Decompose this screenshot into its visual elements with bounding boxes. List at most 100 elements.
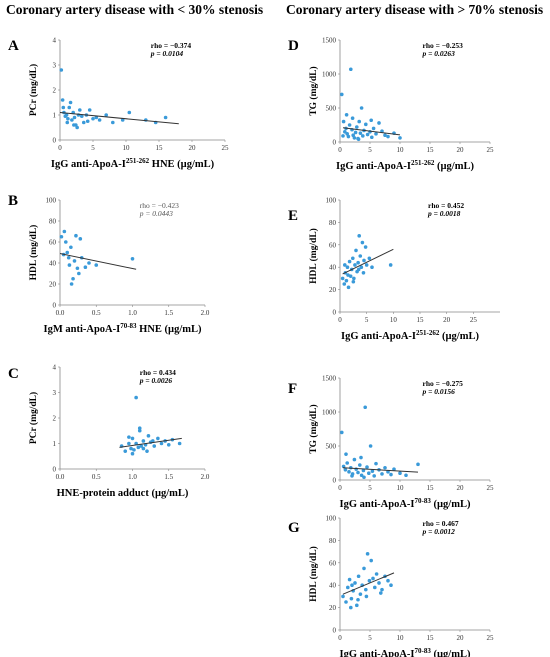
panel-b-x-tick-label: 0.0 bbox=[56, 309, 65, 317]
panel-d-trend-line bbox=[342, 127, 401, 136]
panel-a-y-tick-label: 4 bbox=[53, 37, 57, 45]
panel-b-point bbox=[87, 261, 91, 265]
panel-f-point bbox=[374, 461, 378, 466]
panel-f-point bbox=[341, 464, 346, 469]
panel-g-y-tick-label: 60 bbox=[329, 559, 337, 567]
panel-a-point bbox=[66, 116, 70, 121]
panel-a-x-tick-label: 0 bbox=[58, 144, 62, 152]
panel-b-point bbox=[94, 263, 99, 267]
panel-e-point bbox=[356, 267, 361, 272]
panel-c-point bbox=[127, 441, 131, 446]
panel-a-x-tick-label: 5 bbox=[91, 144, 95, 152]
panel-f-y-label: TG (mg/dL) bbox=[308, 404, 319, 453]
panel-g-y-label: HDL (mg/dL) bbox=[308, 546, 319, 602]
panel-f-letter: F bbox=[288, 381, 297, 397]
panel-b-point bbox=[59, 234, 64, 239]
panel-c-point bbox=[129, 446, 133, 451]
panel-g-point bbox=[349, 596, 354, 601]
panel-d-point bbox=[398, 136, 402, 140]
panel-d-x-tick-label: 10 bbox=[397, 146, 405, 154]
panel-a-point bbox=[68, 100, 73, 105]
panel-b-x-tick-label: 1.5 bbox=[164, 309, 173, 317]
panel-e-trend-line bbox=[342, 248, 394, 275]
panel-d-point bbox=[370, 135, 374, 140]
panel-g-x-tick-label: 20 bbox=[457, 634, 465, 642]
panel-d: D 0 5 10 15 20 25 0 500 1000 1500 TG (mg/dL) IgG ant… bbox=[288, 37, 494, 173]
panel-g-point bbox=[369, 558, 374, 563]
panel-d-point bbox=[343, 130, 347, 134]
panel-b-rho: rho = −0.423 bbox=[140, 201, 179, 210]
panel-d-letter: D bbox=[288, 38, 299, 54]
panel-f-point bbox=[350, 474, 354, 478]
panel-d-y-tick-label: 500 bbox=[326, 105, 337, 113]
panel-e-point bbox=[367, 256, 372, 261]
panel-b-letter: B bbox=[8, 193, 18, 209]
panel-a-point bbox=[81, 120, 86, 125]
panel-a-point bbox=[97, 118, 102, 122]
panel-c-y-tick-label: 3 bbox=[53, 389, 57, 397]
panel-g-y-tick-label: 100 bbox=[326, 515, 337, 523]
panel-c-point bbox=[156, 436, 160, 441]
panel-a-point bbox=[70, 118, 74, 122]
panel-f-point bbox=[372, 474, 377, 478]
panel-c-point bbox=[137, 426, 142, 431]
panel-b-x-tick-label: 2.0 bbox=[201, 309, 210, 317]
panel-d-point bbox=[383, 133, 387, 137]
panel-b-point bbox=[62, 229, 67, 234]
panel-e-point bbox=[360, 240, 365, 245]
panel-b-y-tick-label: 100 bbox=[46, 197, 57, 205]
panel-b-p-value: p = 0.0443 bbox=[139, 209, 173, 218]
panel-d-p-value: p = 0.0263 bbox=[422, 49, 456, 58]
panel-b-x-label: IgM anti-ApoA-I70-83 HNE (µg/mL) bbox=[43, 322, 202, 335]
panel-g-x-tick-label: 25 bbox=[487, 634, 495, 642]
panel-a-point bbox=[127, 110, 132, 115]
panel-a-point bbox=[144, 118, 148, 122]
panel-f-rho: rho = −0.275 bbox=[423, 379, 464, 388]
panel-e-y-tick-label: 60 bbox=[329, 241, 337, 249]
panel-b-y-tick-label: 0 bbox=[53, 302, 57, 310]
panel-b-point bbox=[130, 257, 135, 261]
panel-e-point bbox=[354, 248, 358, 253]
panel-a-point bbox=[72, 123, 76, 127]
panel-c-x-label: HNE-protein adduct (µg/mL) bbox=[57, 488, 189, 499]
panel-e-point bbox=[362, 258, 366, 263]
panel-g-point bbox=[362, 566, 366, 571]
panel-f-point bbox=[383, 465, 387, 470]
panel-f-x-tick-label: 0 bbox=[338, 484, 342, 492]
panel-a-point bbox=[64, 113, 69, 117]
panel-g-point bbox=[350, 583, 354, 587]
panel-e-point bbox=[352, 276, 356, 281]
panel-c: C 0.0 0.5 1.0 1.5 2.0 0 1 2 3 4 PCr (mg/dL) HNE-prot… bbox=[8, 364, 210, 500]
panel-f-point bbox=[370, 469, 375, 473]
panel-f-x-tick-label: 5 bbox=[368, 484, 372, 492]
panel-e-point bbox=[359, 265, 364, 270]
panel-e-point bbox=[351, 279, 356, 284]
panel-e-point bbox=[356, 260, 360, 265]
right-column-header: Coronary artery disease with > 70% steno… bbox=[286, 2, 544, 17]
panel-e: E 0 5 10 15 20 25 0 20 40 60 80 100 HDL (mg/dL) IgG an… bbox=[288, 197, 500, 342]
panel-f-y-tick-label: 0 bbox=[333, 477, 337, 485]
panel-d-point bbox=[377, 121, 381, 125]
panel-f-point bbox=[354, 467, 359, 471]
panel-g-x-tick-label: 5 bbox=[368, 634, 372, 642]
panel-e-x-tick-label: 25 bbox=[470, 316, 478, 324]
panel-c-point bbox=[151, 439, 155, 443]
panel-f-point bbox=[343, 468, 348, 472]
panel-c-point bbox=[146, 434, 151, 438]
panel-g-point bbox=[386, 578, 390, 583]
panel-f-point bbox=[359, 455, 363, 460]
panel-e-point bbox=[345, 265, 350, 270]
panel-d-point bbox=[359, 106, 364, 110]
panel-e-x-tick-label: 0 bbox=[338, 316, 342, 324]
panel-a-y-tick-label: 1 bbox=[53, 112, 57, 120]
panel-g-letter: G bbox=[288, 520, 300, 536]
panel-b-y-tick-label: 60 bbox=[49, 239, 57, 247]
panel-c-y-tick-label: 1 bbox=[53, 440, 57, 448]
panel-d-y-label: TG (mg/dL) bbox=[308, 66, 319, 115]
panel-g-y-tick-label: 0 bbox=[333, 627, 337, 635]
panel-a-point bbox=[163, 115, 168, 120]
panel-e-point bbox=[340, 276, 345, 281]
panel-g-point bbox=[358, 592, 363, 596]
panel-f-point bbox=[368, 444, 373, 448]
panel-b-y-tick-label: 20 bbox=[49, 281, 57, 289]
